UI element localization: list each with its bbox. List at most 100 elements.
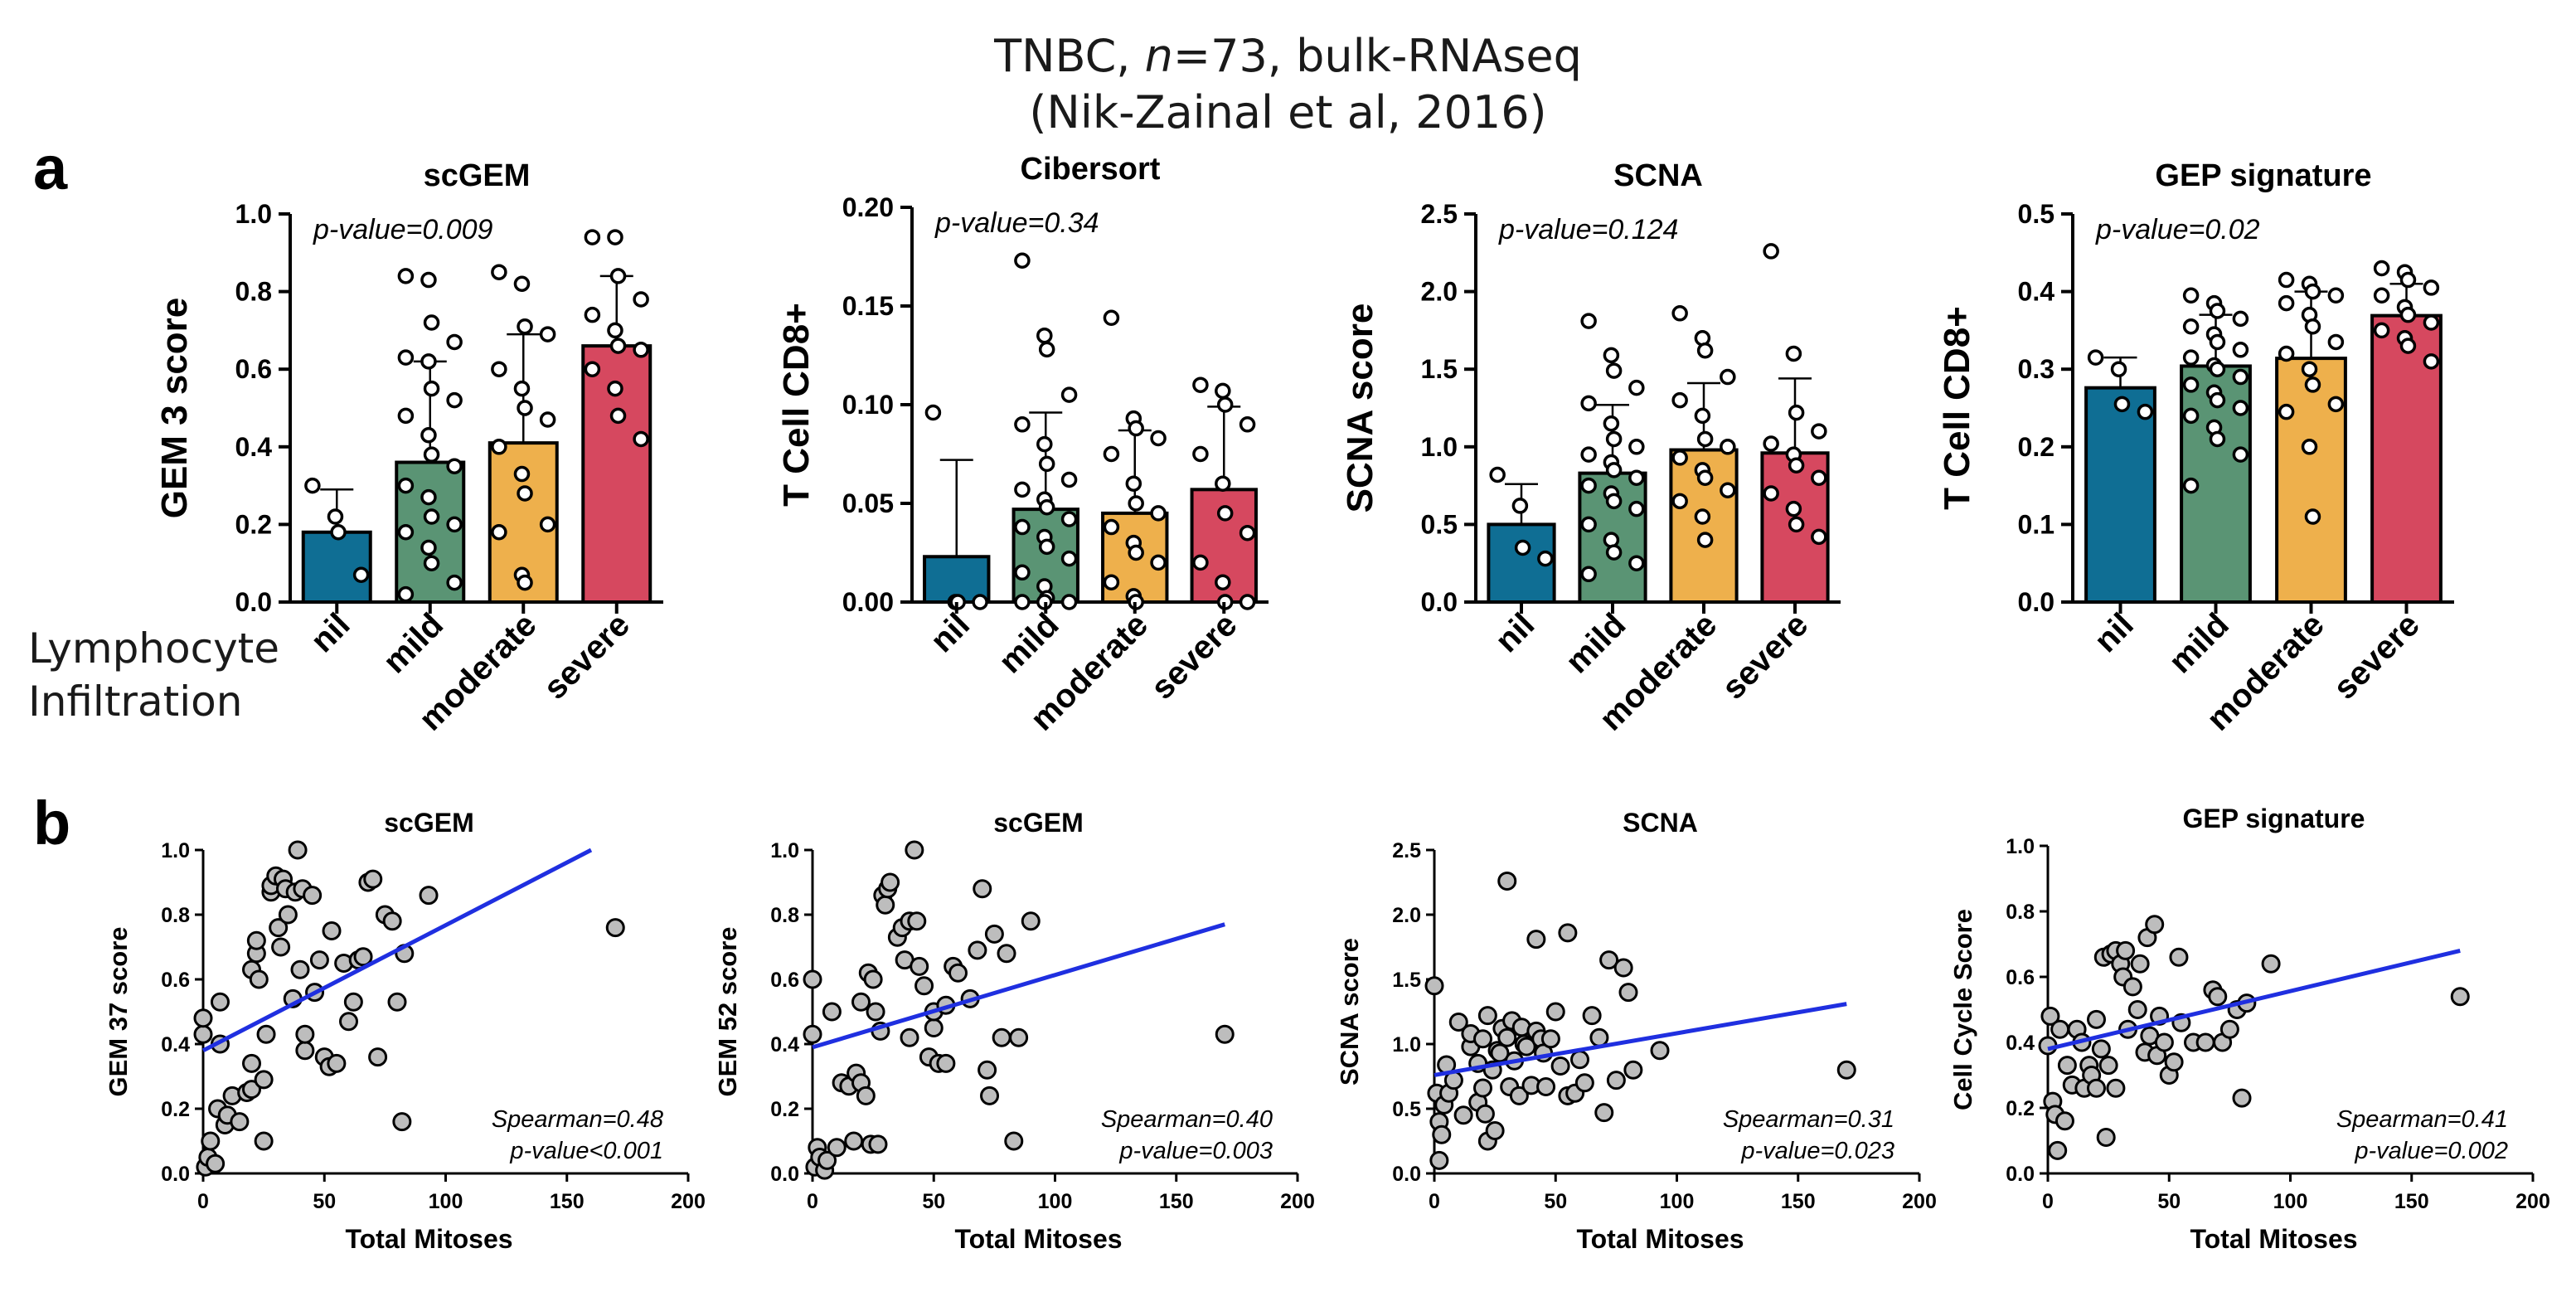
data-point-severe [2399,306,2417,323]
scatter-point [2040,1006,2060,1026]
scatter-point [2096,1128,2116,1148]
p-value-annotation: p-value=0.34 [934,207,1099,239]
scatter-point [1215,1024,1235,1044]
data-point-moderate [1696,430,1714,448]
x-tick-label: 50 [1544,1190,1567,1213]
data-point-moderate [2327,396,2345,413]
scatter-point [2116,940,2136,960]
data-point-mild [446,516,463,533]
data-point-nil [352,566,370,583]
x-tick-label-severe: severe [1715,606,1816,707]
data-point-mild [1580,313,1597,329]
data-point-nil [1537,550,1554,567]
scatter-point [2145,915,2165,935]
x-tick-label: 100 [1660,1190,1695,1213]
data-point-severe [607,380,623,397]
chart-title: scGEM [424,158,531,193]
y-axis-label: GEM 37 score [104,926,133,1096]
x-tick-label: 100 [1038,1190,1073,1213]
scatter-point [2057,1056,2077,1076]
data-point-mild [420,488,437,506]
data-point-mild [2209,333,2226,351]
y-tick-label: 0.5 [1392,1098,1421,1121]
x-tick-label-severe: severe [1144,606,1244,707]
data-point-severe [2423,353,2440,370]
data-point-mild [1603,347,1620,364]
y-axis-label: T Cell CD8+ [776,303,817,507]
scatter-point [1526,930,1546,950]
data-point-mild [1628,555,1645,571]
data-point-moderate [1696,342,1714,359]
x-tick-label-nil: nil [2088,606,2141,659]
scatter-point [1582,1006,1602,1026]
y-tick-label: 0.4 [235,432,273,462]
y-tick-label: 0.4 [161,1033,190,1056]
data-point-severe [2399,338,2417,354]
data-point-mild [2232,342,2249,358]
data-point-moderate [1671,305,1688,322]
data-point-severe [633,291,649,308]
data-point-mild [1060,511,1078,527]
data-point-mild [2182,376,2200,393]
regression-line [1434,1002,1847,1077]
regression-line [2047,948,2461,1052]
scatter-point [353,947,373,967]
scatter-point [866,1002,885,1022]
scatter-chart-b1: scGEM GEM 37 score Total Mitoses 0.0 0.2 0.4 0… [104,808,706,1254]
bar-chart-a2: Cibersort T Cell CD8+ p-value=0.34 0.00 0.05… [776,152,1269,738]
data-point-moderate [1150,430,1167,447]
scatter-point [1613,958,1633,978]
scatter-point [249,969,269,989]
data-point-mild [1628,469,1645,486]
data-point-mild [2232,368,2249,386]
data-point-moderate [2278,403,2295,420]
row-label-lymphocyte-infiltration: Lymphocyte Infiltration [28,622,279,728]
data-point-nil [1514,539,1531,556]
data-point-moderate [517,485,533,502]
y-tick-label: 0.4 [770,1033,799,1056]
y-tick-label: 0.0 [161,1163,190,1186]
data-point-severe [1788,404,1805,421]
x-tick-label: 0 [197,1190,209,1213]
regression-line [812,922,1225,1050]
y-axis-label: T Cell CD8+ [1937,306,1977,510]
scatter-point [1021,911,1041,931]
chart-title: scGEM [384,808,473,838]
data-point-mild [2232,310,2249,328]
p-value-annotation: p-value=0.002 [2354,1138,2508,1164]
data-point-mild [1603,415,1620,432]
scatter-point [2130,954,2150,974]
y-tick-label: 0.6 [161,969,190,992]
data-point-mild [1014,564,1031,581]
spearman-annotation: Spearman=0.41 [2336,1106,2508,1133]
data-point-moderate [1696,532,1714,548]
y-tick-label: 1.0 [161,839,190,862]
data-point-severe [1192,445,1209,463]
chart-title: SCNA [1613,158,1703,193]
scatter-point [230,1112,250,1132]
spearman-annotation: Spearman=0.40 [1101,1106,1273,1133]
bar-chart-a1: scGEM GEM 3 score p-value=0.009 0.0 0.2 0.4 0.… [154,158,663,738]
data-point-moderate [491,439,507,455]
p-value-annotation: p-value=0.02 [2095,214,2260,245]
scatter-point [1589,1027,1609,1047]
bar-chart-a3: SCNA SCNA score p-value=0.124 0.0 0.5 1.0 1.5 2… [1340,158,1841,738]
data-point-mild [446,458,463,474]
data-point-severe [1811,528,1827,546]
data-point-moderate [1103,574,1120,590]
data-point-mild [1605,362,1623,379]
y-tick-label: 0.0 [235,587,272,617]
scatter-point [973,879,992,899]
scatter-point [1497,871,1517,891]
data-point-mild [2182,477,2200,494]
regression-line [201,848,593,1053]
data-point-severe [1192,376,1209,393]
x-tick-label: 150 [2394,1190,2429,1213]
data-point-severe [1785,345,1802,362]
data-point-mild [2182,407,2200,425]
data-point-mild [2182,349,2200,366]
x-tick-label: 0 [2042,1190,2054,1213]
y-tick-label: 2.5 [1392,839,1421,862]
x-tick-label: 100 [429,1190,463,1213]
scatter-point [2169,947,2189,967]
